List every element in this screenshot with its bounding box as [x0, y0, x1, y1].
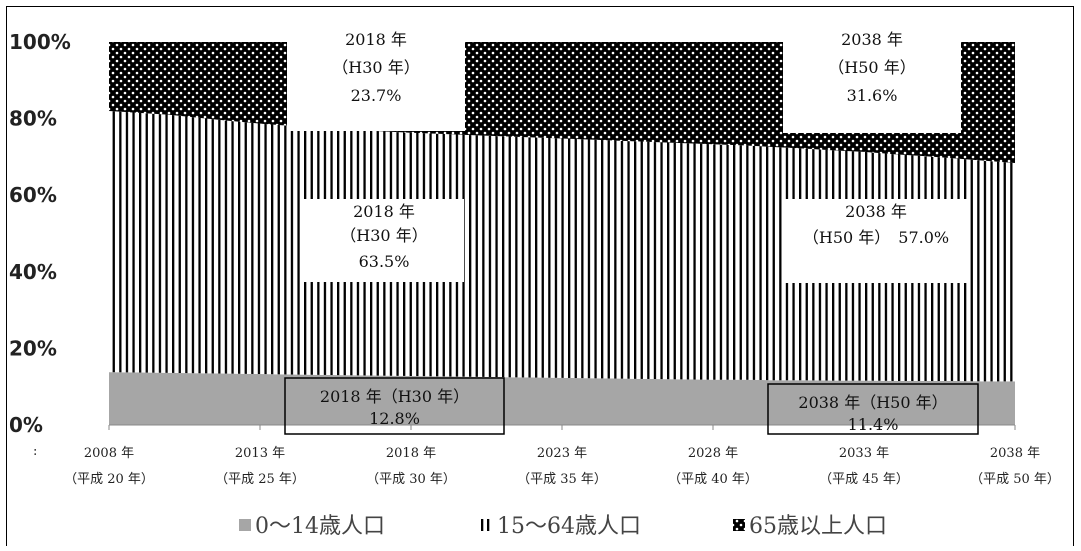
legend-swatch-line	[481, 519, 484, 531]
annotation-line: 2018 年	[345, 30, 407, 49]
x-tick-era: （平成 40 年）	[668, 472, 758, 487]
annotation-line: 12.8%	[369, 409, 420, 428]
population-chart: 0% 20% 40% 60% 80% 100% 2008 年 （平成 20 年） 2013 年…	[9, 15, 1060, 539]
annotation-line: 2018 年（H30 年）	[320, 387, 469, 406]
annotation-a014_2038: 2038 年（H50 年） 11.4%	[767, 383, 979, 435]
annotation-line: 31.6%	[847, 86, 898, 105]
x-tick-era: （平成 30 年）	[366, 472, 456, 487]
x-tick-year: 2038 年	[990, 446, 1040, 461]
x-tick-year: 2023 年	[537, 446, 587, 461]
legend-item-1: 15～64歳人口	[481, 514, 641, 539]
legend-item-0: 0～14歳人口	[239, 514, 385, 539]
y-tick-label: 100%	[9, 30, 71, 54]
annotation-line: （H30 年）	[340, 226, 427, 245]
series-area-0	[109, 372, 1015, 425]
y-tick-label: 20%	[9, 336, 57, 360]
x-tick-year: 2013 年	[235, 446, 285, 461]
annotation-line: 11.4%	[848, 415, 899, 434]
x-tick-year: 2033 年	[839, 446, 889, 461]
annotation-line: 2038 年（H50 年）	[798, 393, 947, 412]
x-tick-era: （平成 45 年）	[819, 472, 909, 487]
annotation-a1564_2018: 2018 年 （H30 年） 63.5%	[304, 199, 464, 282]
y-tick-label: 80%	[9, 107, 57, 131]
annotation-border	[767, 383, 979, 435]
annotation-a65_2038: 2038 年 （H50 年） 31.6%	[783, 15, 961, 133]
x-tick-era: （平成 35 年）	[517, 472, 607, 487]
annotation-a014_2018: 2018 年（H30 年） 12.8%	[284, 377, 505, 435]
annotation-bg	[783, 199, 969, 283]
x-tick-era: （平成 50 年）	[970, 472, 1060, 487]
x-tick-year: 2028 年	[688, 446, 738, 461]
legend-item-2: 65歳以上人口	[733, 514, 887, 539]
y-tick-label: 0%	[9, 413, 43, 437]
x-tick-era: （平成 20 年）	[64, 472, 154, 487]
annotation-line: （H30 年）	[332, 58, 419, 77]
legend-label: 65歳以上人口	[749, 514, 887, 539]
annotations: 2018 年（H30 年）23.7%2038 年（H50 年）31.6%2018…	[284, 15, 979, 435]
misc-mark: :	[33, 444, 37, 459]
y-tick-label: 60%	[9, 183, 57, 207]
annotation-a1564_2038: 2038 年 （H50 年） 57.0%	[783, 199, 969, 283]
annotation-border	[284, 377, 505, 435]
annotation-line: 2038 年	[845, 202, 907, 221]
x-tick-year: 2008 年	[84, 446, 134, 461]
x-tick-era: （平成 25 年）	[215, 472, 305, 487]
series-area-1	[109, 110, 1015, 382]
annotation-bg	[304, 199, 464, 282]
annotation-line: （H50 年）	[828, 58, 915, 77]
x-tick-year: 2018 年	[386, 446, 436, 461]
annotation-bg	[783, 15, 961, 133]
annotation-bg	[287, 15, 465, 131]
legend-swatch-line	[487, 519, 490, 531]
chart-frame: 0% 20% 40% 60% 80% 100% 2008 年 （平成 20 年） 2013 年…	[6, 6, 1074, 546]
annotation-a65_2018: 2018 年 （H30 年） 23.7%	[287, 15, 465, 131]
legend: 0～14歳人口 15～64歳人口 65歳以上人口	[239, 514, 887, 539]
legend-swatch-solid	[239, 519, 251, 531]
annotation-line: 23.7%	[351, 86, 402, 105]
annotation-line: 63.5%	[359, 252, 410, 271]
legend-label: 15～64歳人口	[497, 514, 641, 539]
legend-swatch-dots	[733, 519, 745, 531]
y-tick-label: 40%	[9, 260, 57, 284]
y-axis: 0% 20% 40% 60% 80% 100%	[9, 30, 71, 437]
annotation-line: 2038 年	[841, 30, 903, 49]
annotation-line: （H50 年） 57.0%	[803, 228, 949, 247]
x-axis: 2008 年 （平成 20 年） 2013 年 （平成 25 年） 2018 年 （平成 …	[64, 425, 1060, 487]
annotation-line: 2018 年	[353, 202, 415, 221]
legend-label: 0～14歳人口	[255, 514, 385, 539]
